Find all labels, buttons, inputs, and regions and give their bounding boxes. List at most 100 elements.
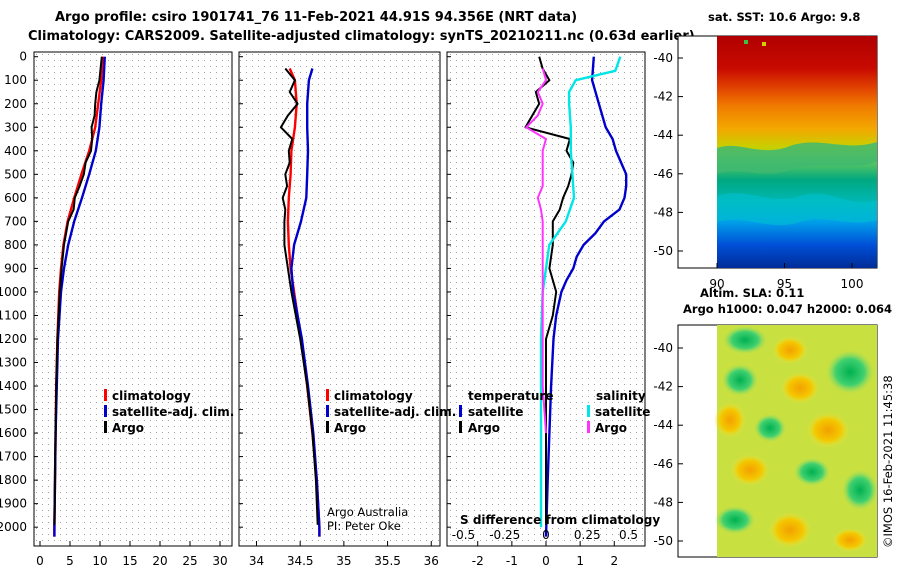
sla-blob [826, 350, 874, 394]
lat-tick-label: -50 [653, 244, 673, 258]
sla-map-title-1: Altim. SLA: 0.11 [700, 286, 804, 300]
legend-swatch-temp-satellite [459, 405, 462, 417]
lat-tick-label: -44 [653, 128, 673, 142]
sst-pixel [762, 42, 766, 46]
depth-tick-label: 0 [19, 50, 27, 64]
lat-tick-label: -40 [653, 341, 673, 355]
series-argo [53, 56, 103, 525]
title-line-2: Climatology: CARS2009. Satellite-adjuste… [28, 29, 695, 44]
depth-tick-label: 2000 [0, 520, 27, 534]
sla-blob [730, 454, 770, 486]
depth-tick-label: 1500 [0, 403, 27, 417]
legend-label-sal-satellite: satellite [595, 405, 650, 419]
lat-tick-label: -46 [653, 457, 673, 471]
lat-tick-label: -42 [653, 90, 673, 104]
sla-lat-ticks: -40 -42 -44 -46 -48 -50 [653, 341, 683, 548]
sla-blob [768, 512, 812, 548]
title-line-1: Argo profile: csiro 1901741_76 11-Feb-20… [55, 10, 577, 25]
sla-blob [832, 528, 868, 552]
series-argo [279, 67, 319, 525]
legend-swatch-sal-satellite [587, 405, 590, 417]
depth-tick-label: 1700 [0, 450, 27, 464]
series-temperature-argo [524, 56, 575, 525]
x-tick-label: 20 [152, 554, 167, 568]
legend-swatch-argo [326, 421, 329, 433]
depth-tick-label: 1000 [0, 285, 27, 299]
s-tick-label: -0.25 [489, 528, 520, 542]
x-tick-label: 30 [212, 554, 227, 568]
sla-map-title-2: Argo h1000: 0.047 h2000: 0.064 [683, 302, 892, 316]
sla-blob [714, 402, 746, 438]
lat-tick-label: -48 [653, 205, 673, 219]
legend-label-temp-satellite: satellite [468, 405, 523, 419]
sla-blob [772, 336, 808, 364]
depth-tick-label: 1600 [0, 426, 27, 440]
legend-label-temp-argo: Argo [468, 421, 500, 435]
legend-swatch-satellite [104, 405, 107, 417]
s-tick-label: 0.25 [574, 528, 601, 542]
lat-tick-label: -50 [653, 534, 673, 548]
s-tick-label: -0.5 [452, 528, 475, 542]
depth-tick-label: 800 [4, 238, 27, 252]
sst-map [677, 35, 878, 269]
x-tick-label: 10 [92, 554, 107, 568]
lat-tick-label: -40 [653, 51, 673, 65]
legend-swatch-sal-argo [587, 421, 590, 433]
depth-tick-label: 1100 [0, 308, 27, 322]
lat-tick-label: -48 [653, 495, 673, 509]
depth-axis: 0 100 200 300 400 500 600 700 800 900 1000 1100 1200… [0, 50, 451, 534]
sla-blob [806, 412, 850, 448]
lat-tick-label: -44 [653, 418, 673, 432]
legend-label-satellite: satellite-adj. clim. [112, 405, 234, 419]
sla-map [677, 324, 878, 558]
depth-tick-label: 900 [4, 261, 27, 275]
legend-swatch-climatology [326, 389, 329, 401]
x-axes: 0 5 10 15 20 25 30 34 34.5 35 35.5 36 -2 -1 0 1 2 [36, 541, 618, 568]
x-tick-label: 1 [576, 554, 584, 568]
depth-tick-label: 700 [4, 214, 27, 228]
sla-blob [780, 372, 820, 404]
x-tick-label: 15 [122, 554, 137, 568]
legend-swatch-argo [104, 421, 107, 433]
annotation-institution: Argo Australia [327, 505, 408, 519]
depth-tick-label: 1900 [0, 497, 27, 511]
legend-label-satellite: satellite-adj. clim. [334, 405, 456, 419]
series-salinity-satellite [539, 56, 622, 528]
sst-pixel [744, 40, 748, 44]
sst-lat-ticks: -40 -42 -44 -46 -48 -50 [653, 51, 683, 258]
s-difference-ticks: -0.5 -0.25 0 0.25 0.5 [452, 528, 638, 542]
s-tick-label: 0.5 [619, 528, 638, 542]
x-tick-label: 5 [66, 554, 74, 568]
legend-label-climatology: climatology [112, 389, 191, 403]
lat-tick-label: -42 [653, 380, 673, 394]
depth-tick-label: 300 [4, 120, 27, 134]
legend-heading-temperature: temperature [468, 389, 553, 403]
lon-tick-label: 90 [709, 277, 724, 291]
temperature-legend: climatology satellite-adj. clim. Argo [104, 389, 234, 435]
legend-label-sal-argo: Argo [595, 421, 627, 435]
depth-tick-label: 600 [4, 191, 27, 205]
x-tick-label: 2 [610, 554, 618, 568]
sst-map-title: sat. SST: 10.6 Argo: 9.8 [708, 10, 860, 24]
annotation-pi: PI: Peter Oke [327, 519, 401, 533]
series-temperature-satellite [544, 56, 628, 537]
legend-label-climatology: climatology [334, 389, 413, 403]
legend-heading-salinity: salinity [596, 389, 646, 403]
x-tick-label: 35 [336, 554, 351, 568]
sst-front [717, 142, 877, 174]
depth-tick-label: 400 [4, 144, 27, 158]
salinity-frame [238, 51, 441, 547]
legend-swatch-climatology [104, 389, 107, 401]
salinity-legend: climatology satellite-adj. clim. Argo [326, 389, 456, 435]
sla-blob [715, 506, 755, 534]
legend-label-argo: Argo [112, 421, 144, 435]
depth-tick-label: 200 [4, 97, 27, 111]
depth-tick-label: 1300 [0, 356, 27, 370]
lon-tick-label: 95 [777, 277, 792, 291]
s-difference-axis-label: S difference from climatology [460, 513, 660, 527]
sla-blob [794, 458, 830, 486]
sst-front-2 [717, 193, 877, 226]
legend-label-argo: Argo [334, 421, 366, 435]
depth-tick-label: 1200 [0, 332, 27, 346]
